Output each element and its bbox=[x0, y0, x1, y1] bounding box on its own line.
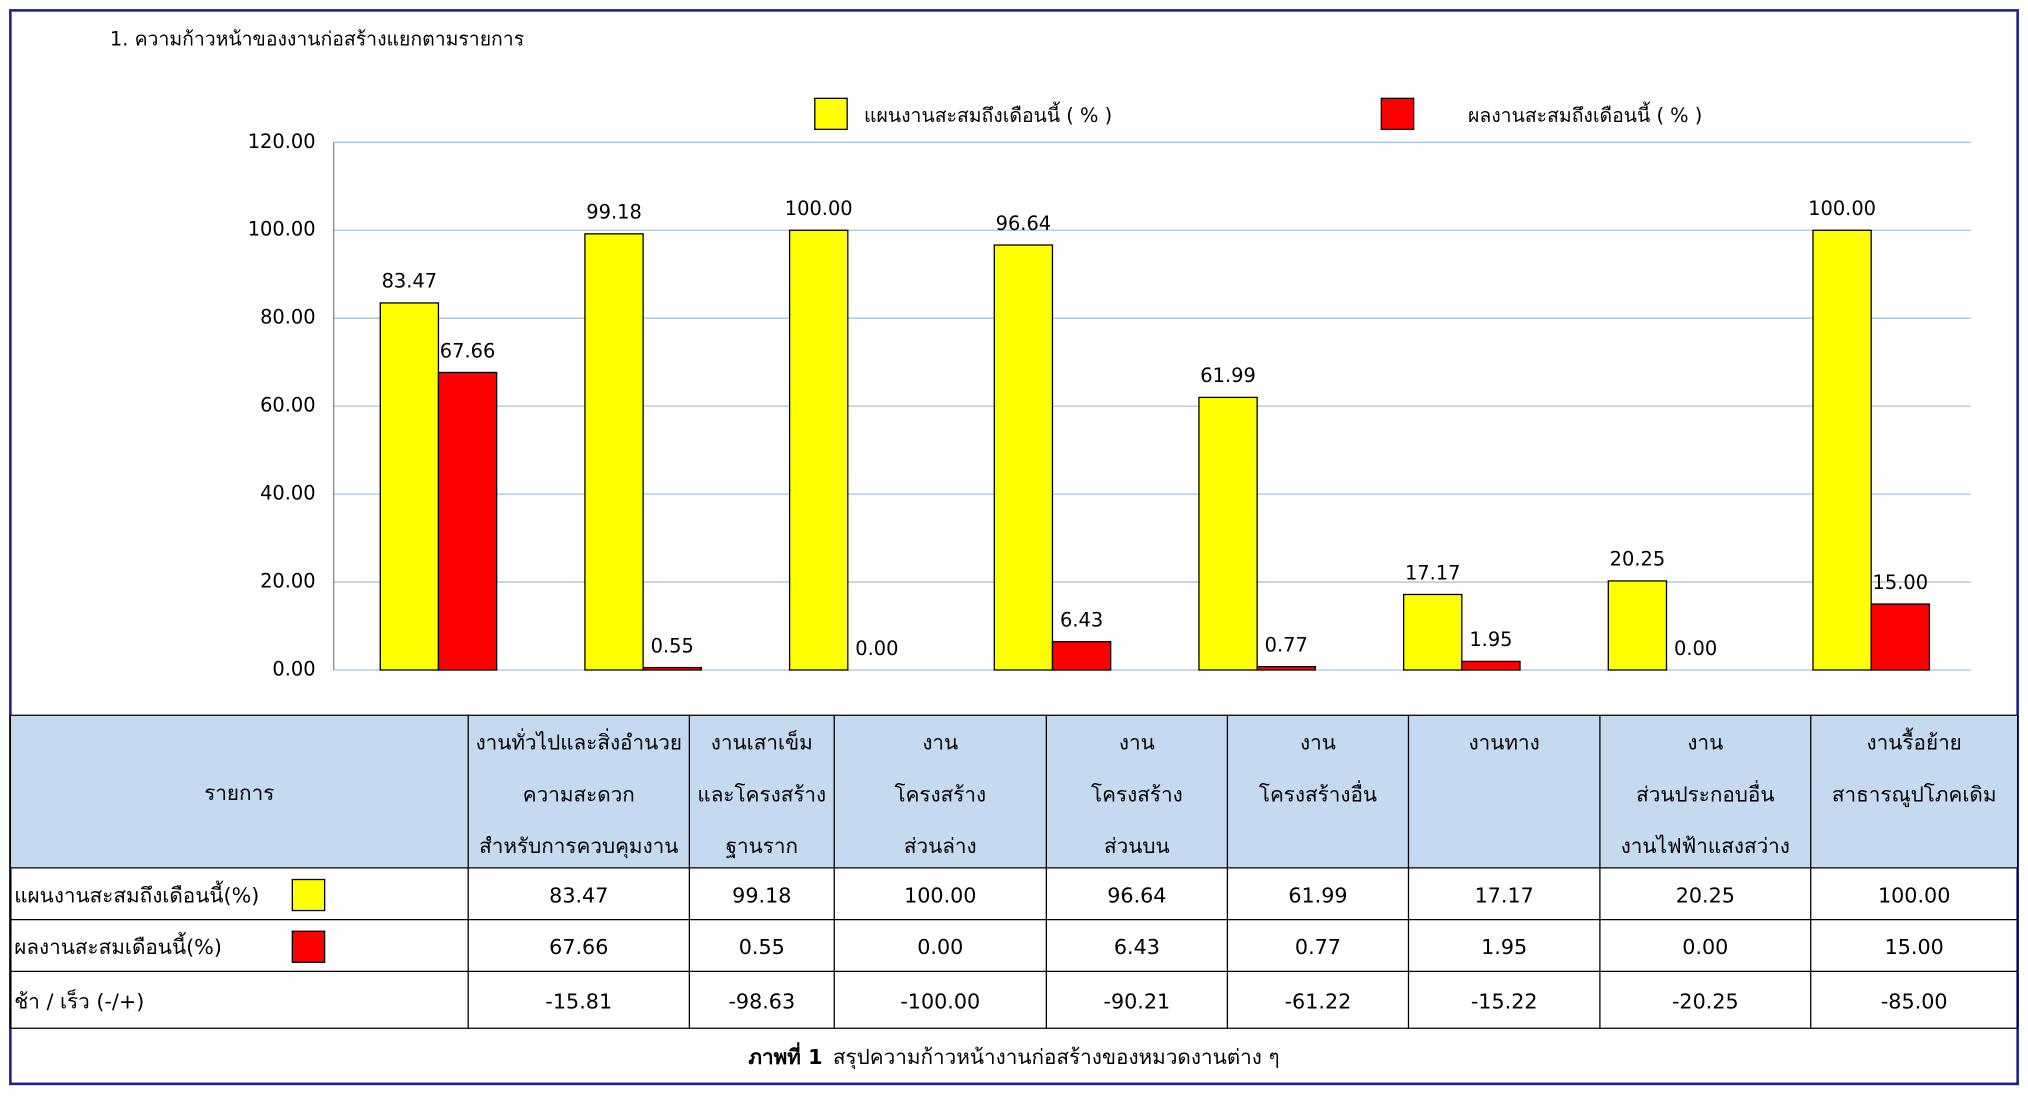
data-label: 61.99 bbox=[1200, 364, 1256, 387]
chart-title: 1. ความก้าวหน้าของงานก่อสร้างแยกตามรายกา… bbox=[110, 28, 524, 51]
table-header: งานทาง bbox=[1469, 731, 1540, 755]
table-header: โครงสร้างอื่น bbox=[1259, 780, 1377, 806]
table-header: งาน bbox=[1119, 731, 1155, 755]
y-tick-label: 120.00 bbox=[248, 130, 316, 153]
table-cell: 100.00 bbox=[904, 883, 976, 907]
bar bbox=[379, 302, 440, 671]
table-header: ส่วนประกอบอื่น bbox=[1636, 780, 1774, 806]
data-label: 20.25 bbox=[1610, 548, 1666, 571]
table-cell: 20.25 bbox=[1676, 883, 1735, 907]
table-cell: -98.63 bbox=[728, 989, 795, 1013]
y-tick-label: 20.00 bbox=[260, 570, 316, 593]
caption: ภาพที่ 1 สรุปความก้าวหน้างานก่อสร้างของหม… bbox=[748, 1042, 1279, 1070]
table-header: งานรื้อย้าย bbox=[1867, 728, 1962, 755]
table-header: งาน bbox=[1300, 731, 1336, 755]
table-header: ส่วนบน bbox=[1104, 834, 1170, 858]
table-header: รายการ bbox=[204, 781, 274, 805]
data-label: 0.00 bbox=[1674, 637, 1717, 660]
legend-label: ผลงานสะสมถึงเดือนนี้ ( % ) bbox=[1468, 101, 1702, 127]
data-label: 96.64 bbox=[996, 212, 1052, 235]
table-cell: 99.18 bbox=[732, 883, 791, 907]
bar bbox=[642, 666, 702, 671]
data-label: 15.00 bbox=[1873, 571, 1929, 594]
table-header: ส่วนล่าง bbox=[904, 834, 977, 858]
legend-swatch bbox=[814, 97, 848, 131]
y-tick-label: 60.00 bbox=[260, 394, 316, 417]
bar bbox=[1198, 396, 1258, 671]
table-cell: -85.00 bbox=[1881, 989, 1948, 1013]
table-cell: 83.47 bbox=[549, 883, 608, 907]
y-tick-label: 100.00 bbox=[248, 218, 316, 241]
table-cell: -90.21 bbox=[1104, 989, 1171, 1013]
y-tick-label: 80.00 bbox=[260, 306, 316, 329]
bar bbox=[1870, 603, 1931, 671]
data-label: 6.43 bbox=[1060, 609, 1103, 632]
caption-text: สรุปความก้าวหน้างานก่อสร้างของหมวดงานต่า… bbox=[833, 1045, 1280, 1070]
bar bbox=[1607, 580, 1668, 671]
data-label: 67.66 bbox=[440, 339, 496, 362]
bar bbox=[993, 244, 1054, 671]
data-label: 1.95 bbox=[1469, 628, 1512, 651]
y-tick-label: 40.00 bbox=[260, 482, 316, 505]
table-header: สาธารณูปโภคเดิม bbox=[1832, 782, 1997, 807]
table-header: งานทั่วไปและสิ่งอำนวย bbox=[476, 729, 682, 755]
table-cell: 6.43 bbox=[1114, 935, 1160, 959]
table-cell: -61.22 bbox=[1285, 989, 1352, 1013]
bar bbox=[788, 229, 849, 671]
legend-label: แผนงานสะสมถึงเดือนนี้ ( % ) bbox=[864, 101, 1112, 127]
data-label: 100.00 bbox=[785, 197, 853, 220]
table-header: สำหรับการควบคุมงาน bbox=[479, 834, 678, 859]
table-cell: 17.17 bbox=[1475, 883, 1534, 907]
data-label: 17.17 bbox=[1405, 561, 1461, 584]
table-header: โครงสร้าง bbox=[1091, 782, 1183, 806]
bar bbox=[1812, 229, 1872, 671]
table-header-bg bbox=[10, 715, 2018, 868]
table-cell: 96.64 bbox=[1107, 883, 1166, 907]
table-cell: 0.55 bbox=[739, 935, 785, 959]
table-header: งานไฟฟ้าแสงสว่าง bbox=[1621, 834, 1790, 858]
data-label: 83.47 bbox=[382, 270, 438, 293]
table-header: ฐานราก bbox=[726, 834, 798, 858]
row-swatch bbox=[291, 930, 326, 963]
bar bbox=[1256, 665, 1317, 671]
row-swatch bbox=[291, 878, 326, 912]
table-cell: -15.22 bbox=[1471, 989, 1538, 1013]
table-header: งาน bbox=[1687, 731, 1723, 755]
bar bbox=[1461, 660, 1521, 671]
data-label: 99.18 bbox=[586, 201, 642, 224]
table-cell: -15.81 bbox=[545, 989, 612, 1013]
row-label: ช้า / เร็ว (-/+) bbox=[14, 987, 144, 1013]
data-label: 0.00 bbox=[855, 637, 898, 660]
caption-bold: ภาพที่ 1 bbox=[748, 1042, 822, 1069]
table-header: งานเสาเข็ม bbox=[711, 729, 813, 755]
table-header: ความสะดวก bbox=[523, 782, 635, 806]
table-cell: 0.77 bbox=[1295, 935, 1341, 959]
table-cell: 1.95 bbox=[1481, 935, 1527, 959]
table-cell: 15.00 bbox=[1885, 935, 1944, 959]
table-cell: 100.00 bbox=[1878, 883, 1950, 907]
row-label: แผนงานสะสมถึงเดือนนี้(%) bbox=[14, 880, 259, 907]
legend-swatch bbox=[1380, 97, 1415, 131]
table-header: และโครงสร้าง bbox=[697, 782, 826, 806]
bar bbox=[437, 371, 498, 671]
data-label: 100.00 bbox=[1808, 197, 1876, 220]
row-label: ผลงานสะสมเดือนนี้(%) bbox=[14, 932, 222, 959]
table-cell: -20.25 bbox=[1672, 989, 1739, 1013]
bar bbox=[1402, 593, 1463, 671]
bar bbox=[1051, 641, 1112, 671]
table-cell: -100.00 bbox=[900, 989, 980, 1013]
bar bbox=[584, 233, 644, 671]
table-header: งาน bbox=[922, 731, 958, 755]
table-cell: 0.00 bbox=[917, 935, 963, 959]
y-tick-label: 0.00 bbox=[272, 657, 315, 680]
table-header: โครงสร้าง bbox=[894, 782, 986, 806]
table-cell: 0.00 bbox=[1682, 935, 1728, 959]
table-cell: 61.99 bbox=[1288, 883, 1347, 907]
data-label: 0.55 bbox=[651, 634, 694, 657]
data-label: 0.77 bbox=[1265, 633, 1308, 656]
table-cell: 67.66 bbox=[549, 935, 608, 959]
